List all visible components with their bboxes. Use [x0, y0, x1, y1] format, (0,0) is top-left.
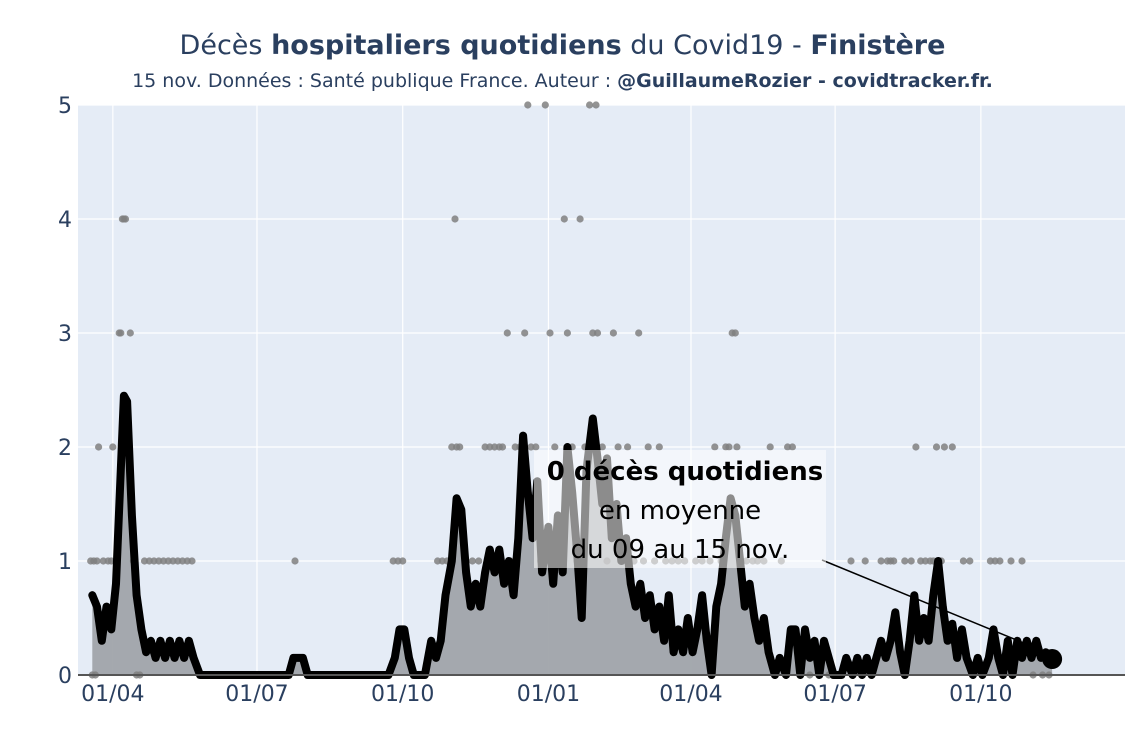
- daily-point: [563, 329, 572, 337]
- x-tick-label: 01/10: [371, 682, 434, 707]
- x-tick-label: 01/01: [517, 682, 580, 707]
- daily-point: [126, 329, 134, 337]
- daily-point: [95, 443, 103, 451]
- daily-point: [877, 557, 885, 565]
- daily-point: [725, 443, 733, 451]
- daily-point: [399, 557, 407, 565]
- daily-point: [731, 329, 739, 337]
- daily-point: [901, 557, 909, 565]
- x-tick-label: 01/04: [659, 682, 722, 707]
- daily-point: [624, 443, 632, 451]
- title-bold-1: hospitaliers quotidiens: [271, 30, 622, 61]
- axis-layer: 0 1 2 3 4 5 01/04 01/07 01/10 01/01 01/04 01/07 01/1…: [58, 94, 1125, 707]
- daily-point: [475, 557, 483, 565]
- daily-point: [598, 443, 606, 451]
- daily-point: [117, 329, 125, 337]
- daily-point: [907, 557, 915, 565]
- daily-point: [93, 557, 101, 565]
- annotation-line-3: du 09 au 15 nov.: [571, 535, 790, 565]
- daily-point: [468, 557, 476, 565]
- daily-point: [121, 215, 130, 223]
- daily-point: [1018, 557, 1026, 565]
- daily-point: [635, 329, 643, 337]
- daily-point: [593, 329, 602, 337]
- y-tick-label: 1: [58, 550, 72, 575]
- daily-point: [109, 443, 117, 451]
- annotation-arrow: [821, 559, 1049, 654]
- annotation-box: [534, 450, 826, 568]
- y-tick-label: 3: [58, 322, 72, 347]
- daily-point: [996, 557, 1004, 565]
- daily-point: [890, 557, 898, 565]
- daily-point: [932, 443, 941, 451]
- y-tick-label: 0: [58, 664, 72, 689]
- daily-point: [711, 443, 719, 451]
- y-tick-label: 2: [58, 436, 72, 461]
- daily-point: [861, 557, 869, 565]
- x-tick-label: 01/10: [949, 682, 1012, 707]
- daily-point: [948, 443, 956, 451]
- last-point-marker: [1042, 649, 1063, 670]
- daily-point: [291, 557, 299, 565]
- daily-point: [766, 443, 774, 451]
- daily-point: [560, 215, 568, 223]
- daily-point: [586, 101, 594, 109]
- subtitle-bold: @GuillaumeRozier - covidtracker.fr.: [617, 70, 993, 92]
- x-tick-label: 01/07: [225, 682, 288, 707]
- daily-point: [940, 443, 949, 451]
- daily-point: [498, 443, 507, 451]
- line-layer: [88, 391, 1063, 679]
- daily-point: [847, 557, 855, 565]
- daily-point: [521, 329, 529, 337]
- daily-point: [451, 215, 459, 223]
- daily-point: [1007, 557, 1015, 565]
- chart-subtitle: 15 nov. Données : Santé publique France.…: [0, 70, 1125, 92]
- subtitle-text: 15 nov. Données : Santé publique France.…: [132, 70, 618, 92]
- daily-point: [959, 557, 968, 565]
- x-tick-label: 01/04: [81, 682, 144, 707]
- y-tick-label: 4: [58, 208, 72, 233]
- annotation-line-2: en moyenne: [599, 496, 761, 526]
- daily-point: [788, 443, 797, 451]
- daily-point: [456, 443, 464, 451]
- daily-point: [576, 215, 584, 223]
- daily-point: [551, 443, 559, 451]
- y-tick-label: 5: [58, 94, 72, 119]
- annotation-line-1: 0 décès quotidiens: [547, 457, 823, 487]
- daily-point: [524, 101, 532, 109]
- daily-point: [733, 443, 741, 451]
- daily-point: [503, 329, 511, 337]
- title-part-2: du Covid19 -: [621, 30, 811, 61]
- rolling-mean-line: [88, 391, 1057, 679]
- daily-point: [966, 557, 974, 565]
- annotation-layer: 0 décès quotidiens en moyenne du 09 au 1…: [534, 450, 1049, 654]
- daily-point: [541, 101, 549, 109]
- daily-point: [609, 329, 618, 337]
- daily-point: [644, 443, 652, 451]
- daily-point: [912, 443, 920, 451]
- daily-point: [655, 443, 663, 451]
- daily-point: [188, 557, 196, 565]
- daily-point: [592, 101, 600, 109]
- daily-point: [546, 329, 554, 337]
- chart-title: Décès hospitaliers quotidiens du Covid19…: [0, 30, 1125, 61]
- x-tick-label: 01/07: [803, 682, 866, 707]
- title-part-1: Décès: [179, 30, 272, 61]
- daily-point: [614, 443, 622, 451]
- title-bold-2: Finistère: [810, 30, 946, 61]
- daily-point: [532, 443, 540, 451]
